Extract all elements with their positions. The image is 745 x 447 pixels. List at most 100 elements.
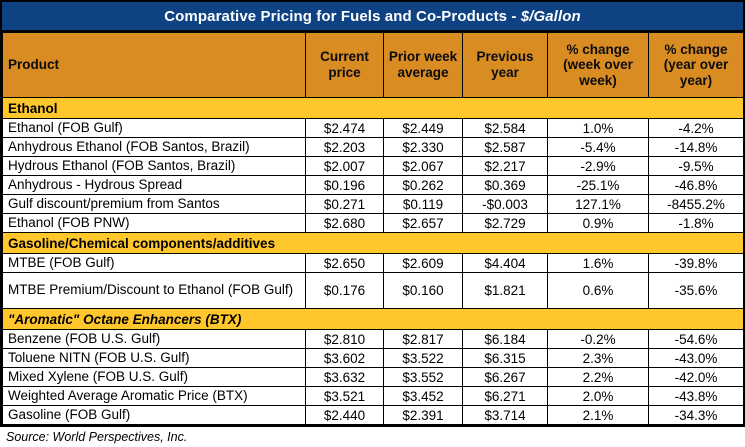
value-cell: $0.369: [462, 175, 548, 195]
value-cell: 1.6%: [547, 253, 649, 273]
value-cell: -43.8%: [648, 386, 744, 406]
pricing-table-frame: Comparative Pricing for Fuels and Co-Pro…: [0, 0, 745, 427]
value-cell: $2.680: [305, 213, 384, 233]
value-cell: 1.0%: [547, 118, 649, 138]
value-cell: $6.184: [462, 329, 548, 349]
value-cell: $2.729: [462, 213, 548, 233]
product-cell: Anhydrous - Hydrous Spread: [2, 175, 306, 195]
value-cell: $3.714: [462, 405, 548, 425]
value-cell: $2.440: [305, 405, 384, 425]
header-row: Product Current price Prior week average…: [2, 32, 744, 98]
product-cell: Toluene NITN (FOB U.S. Gulf): [2, 348, 306, 368]
value-cell: -2.9%: [547, 156, 649, 176]
value-cell: -14.8%: [648, 137, 744, 157]
value-cell: -9.5%: [648, 156, 744, 176]
table-row: Ethanol (FOB Gulf) $2.474 $2.449 $2.584 …: [2, 118, 744, 138]
value-cell: -1.8%: [648, 213, 744, 233]
column-header-product: Product: [2, 32, 306, 98]
column-header-prior-week-average: Prior week average: [383, 32, 463, 98]
value-cell: -$0.003: [462, 194, 548, 214]
table-row: Weighted Average Aromatic Price (BTX) $3…: [2, 386, 744, 406]
pricing-table: Product Current price Prior week average…: [2, 32, 744, 425]
value-cell: 2.1%: [547, 405, 649, 425]
value-cell: $2.810: [305, 329, 384, 349]
value-cell: -5.4%: [547, 137, 649, 157]
table-row: Benzene (FOB U.S. Gulf) $2.810 $2.817 $6…: [2, 329, 744, 349]
value-cell: $0.176: [305, 272, 384, 309]
table-row: Ethanol (FOB PNW) $2.680 $2.657 $2.729 0…: [2, 213, 744, 233]
column-header-previous-year: Previous year: [462, 32, 548, 98]
value-cell: $0.119: [383, 194, 463, 214]
value-cell: $2.584: [462, 118, 548, 138]
value-cell: $2.391: [383, 405, 463, 425]
product-cell: Ethanol (FOB PNW): [2, 213, 306, 233]
table-row: Toluene NITN (FOB U.S. Gulf) $3.602 $3.5…: [2, 348, 744, 368]
value-cell: -4.2%: [648, 118, 744, 138]
product-cell: Benzene (FOB U.S. Gulf): [2, 329, 306, 349]
product-cell: MTBE (FOB Gulf): [2, 253, 306, 273]
value-cell: $2.203: [305, 137, 384, 157]
product-cell: Weighted Average Aromatic Price (BTX): [2, 386, 306, 406]
value-cell: $2.217: [462, 156, 548, 176]
product-cell: Ethanol (FOB Gulf): [2, 118, 306, 138]
table-row: Mixed Xylene (FOB U.S. Gulf) $3.632 $3.5…: [2, 367, 744, 387]
value-cell: $2.474: [305, 118, 384, 138]
value-cell: $3.552: [383, 367, 463, 387]
value-cell: $0.262: [383, 175, 463, 195]
value-cell: $2.007: [305, 156, 384, 176]
product-cell: Anhydrous Ethanol (FOB Santos, Brazil): [2, 137, 306, 157]
value-cell: $3.452: [383, 386, 463, 406]
value-cell: $1.821: [462, 272, 548, 309]
value-cell: $4.404: [462, 253, 548, 273]
value-cell: 0.9%: [547, 213, 649, 233]
value-cell: $3.602: [305, 348, 384, 368]
table-row: Anhydrous - Hydrous Spread $0.196 $0.262…: [2, 175, 744, 195]
report-title-text: Comparative Pricing for Fuels and Co-Pro…: [164, 8, 521, 25]
table-row: MTBE Premium/Discount to Ethanol (FOB Gu…: [2, 272, 744, 309]
section-header-ethanol-label: Ethanol: [2, 97, 744, 119]
value-cell: -46.8%: [648, 175, 744, 195]
value-cell: -42.0%: [648, 367, 744, 387]
value-cell: -0.2%: [547, 329, 649, 349]
value-cell: $2.587: [462, 137, 548, 157]
report-title: Comparative Pricing for Fuels and Co-Pro…: [2, 2, 743, 32]
value-cell: $3.632: [305, 367, 384, 387]
value-cell: -39.8%: [648, 253, 744, 273]
section-header-gasoline-chemical: Gasoline/Chemical components/additives: [2, 232, 744, 254]
column-header-current-price: Current price: [305, 32, 384, 98]
value-cell: 0.6%: [547, 272, 649, 309]
product-cell: Mixed Xylene (FOB U.S. Gulf): [2, 367, 306, 387]
section-header-ethanol: Ethanol: [2, 97, 744, 119]
value-cell: $2.817: [383, 329, 463, 349]
table-row: Gulf discount/premium from Santos $0.271…: [2, 194, 744, 214]
value-cell: $0.271: [305, 194, 384, 214]
value-cell: $2.330: [383, 137, 463, 157]
column-header-pct-change-wow: % change (week over week): [547, 32, 649, 98]
product-cell: Gasoline (FOB Gulf): [2, 405, 306, 425]
product-cell: MTBE Premium/Discount to Ethanol (FOB Gu…: [2, 272, 306, 309]
value-cell: $0.196: [305, 175, 384, 195]
value-cell: -54.6%: [648, 329, 744, 349]
column-header-pct-change-yoy: % change (year over year): [648, 32, 744, 98]
value-cell: -8455.2%: [648, 194, 744, 214]
section-header-aromatic-btx: "Aromatic" Octane Enhancers (BTX): [2, 308, 744, 330]
table-row: Hydrous Ethanol (FOB Santos, Brazil) $2.…: [2, 156, 744, 176]
value-cell: -35.6%: [648, 272, 744, 309]
table-row: Gasoline (FOB Gulf) $2.440 $2.391 $3.714…: [2, 405, 744, 425]
value-cell: $6.271: [462, 386, 548, 406]
value-cell: $3.521: [305, 386, 384, 406]
section-header-aromatic-btx-label: "Aromatic" Octane Enhancers (BTX): [2, 308, 744, 330]
value-cell: -43.0%: [648, 348, 744, 368]
table-row: Anhydrous Ethanol (FOB Santos, Brazil) $…: [2, 137, 744, 157]
value-cell: $2.067: [383, 156, 463, 176]
value-cell: 127.1%: [547, 194, 649, 214]
report-title-unit: $/Gallon: [520, 8, 581, 25]
value-cell: 2.2%: [547, 367, 649, 387]
product-cell: Gulf discount/premium from Santos: [2, 194, 306, 214]
value-cell: -34.3%: [648, 405, 744, 425]
value-cell: $2.657: [383, 213, 463, 233]
value-cell: $2.449: [383, 118, 463, 138]
value-cell: $6.267: [462, 367, 548, 387]
value-cell: 2.3%: [547, 348, 649, 368]
